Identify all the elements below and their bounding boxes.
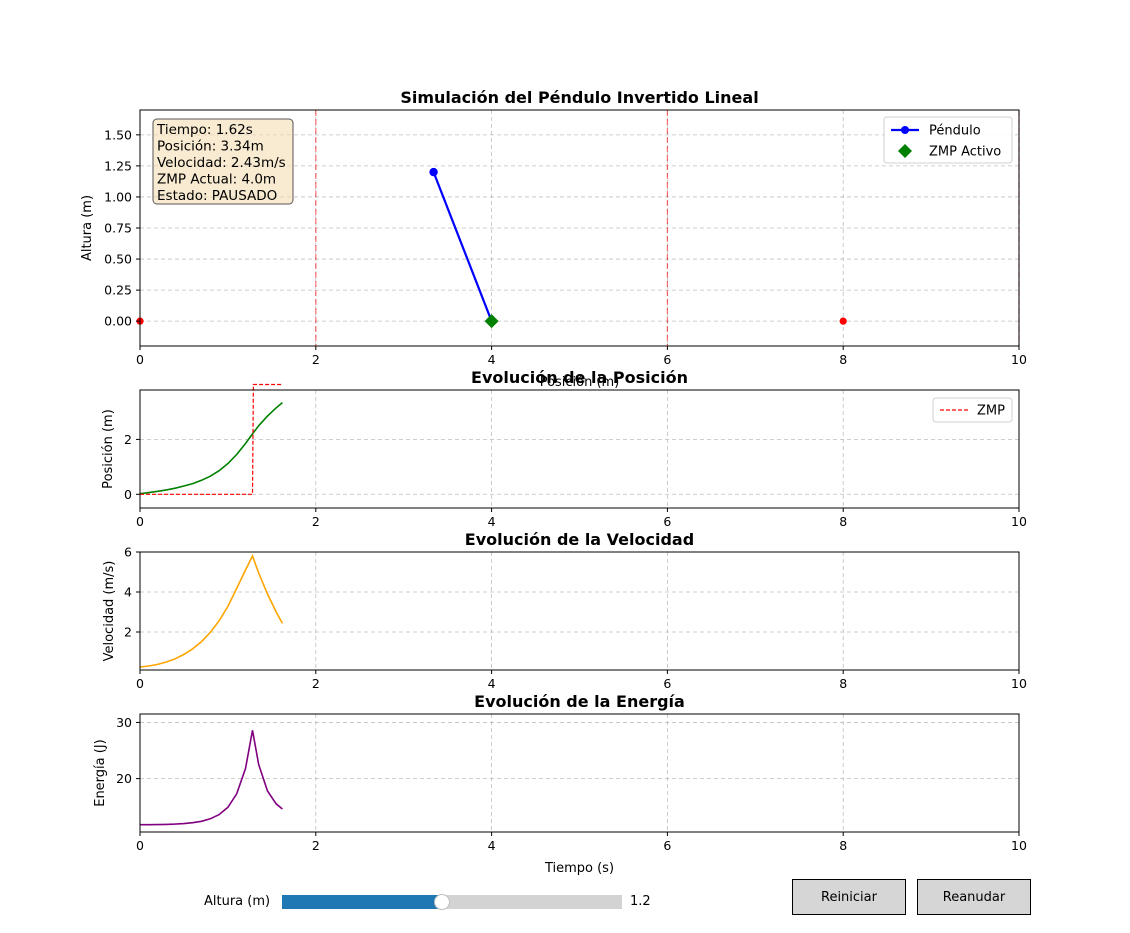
series-line-1 — [139, 401, 283, 495]
legend-label-zmp-activo: ZMP Activo — [929, 145, 1001, 160]
height-slider[interactable] — [282, 894, 622, 910]
x-tick-label: 4 — [488, 352, 496, 367]
chart-1: 0 2 4 6 8 10 0.00 0.25 0.50 0.75 1.00 1.25 1.50 Simul… — [80, 88, 1027, 390]
resume-button[interactable]: Reanudar — [917, 879, 1031, 915]
x-tick-label: 2 — [312, 514, 320, 529]
y-tick-label: 4 — [124, 585, 132, 600]
y-tick-label: 1.00 — [104, 189, 132, 204]
info-line-3: Velocidad: 2.43m/s — [157, 155, 286, 171]
info-box-frame — [152, 118, 294, 205]
x-tick-label: 0 — [136, 352, 144, 367]
plot-frame — [139, 551, 1020, 671]
plot-frame — [139, 713, 1020, 833]
footstep-marker — [839, 317, 847, 325]
reset-button[interactable]: Reiniciar — [792, 879, 906, 915]
x-tick-label: 0 — [136, 676, 144, 691]
series-line-2 — [140, 383, 283, 495]
x-tick-label: 2 — [312, 838, 320, 853]
x-tick-label: 4 — [488, 838, 496, 853]
legend: ZMP — [932, 397, 1013, 423]
chart-4: 0 2 4 6 8 10 20 30 Evolución de la Energía Tiempo… — [93, 692, 1027, 876]
legend: Péndulo ZMP Activo — [883, 116, 1013, 164]
y-tick-label: 20 — [116, 771, 132, 786]
y-axis-label: Energía (J) — [93, 739, 108, 807]
chart-3: 0 2 4 6 8 10 2 4 6 Evolución de la Velocidad Veloc… — [102, 530, 1027, 691]
x-tick-label: 6 — [663, 514, 671, 529]
x-axis-label: Posición (m) — [540, 375, 620, 390]
height-slider-fill — [282, 895, 441, 909]
pendulum-mass-point — [429, 167, 438, 177]
legend-marker-pendulo — [901, 126, 909, 134]
x-tick-label: 8 — [839, 514, 847, 529]
y-tick-label: 1.50 — [104, 127, 132, 142]
y-axis-label: Velocidad (m/s) — [102, 561, 117, 662]
legend-frame — [883, 116, 1013, 164]
info-line-2: Posición: 3.34m — [157, 139, 264, 155]
y-tick-label: 30 — [116, 715, 132, 730]
x-tick-label: 8 — [839, 676, 847, 691]
x-tick-label: 8 — [839, 838, 847, 853]
x-tick-label: 2 — [312, 676, 320, 691]
legend-frame — [932, 397, 1013, 423]
x-tick-label: 10 — [1011, 514, 1027, 529]
height-slider-value: 1.2 — [630, 894, 651, 909]
x-tick-label: 10 — [1011, 838, 1027, 853]
y-tick-label: 2 — [124, 625, 132, 640]
x-tick-label: 6 — [663, 838, 671, 853]
x-tick-label: 0 — [136, 838, 144, 853]
chart-title: Evolución de la Energía — [474, 692, 685, 711]
series-line-1 — [140, 730, 283, 826]
x-tick-label: 0 — [136, 514, 144, 529]
series-line-1 — [432, 171, 493, 322]
plot-frame — [139, 389, 1020, 509]
x-tick-label: 10 — [1011, 676, 1027, 691]
series-line-1 — [139, 553, 284, 668]
height-slider-label: Altura (m) — [204, 894, 271, 909]
x-tick-label: 6 — [663, 352, 671, 367]
legend-label-zmp: ZMP — [977, 404, 1005, 419]
chart-title: Simulación del Péndulo Invertido Lineal — [400, 88, 758, 107]
x-tick-label: 8 — [839, 352, 847, 367]
zmp-marker — [484, 314, 499, 329]
x-tick-label: 6 — [663, 676, 671, 691]
y-tick-label: 2 — [124, 432, 132, 447]
y-tick-label: 6 — [124, 545, 132, 560]
y-axis-label: Altura (m) — [80, 195, 95, 261]
y-tick-label: 0 — [124, 487, 132, 502]
y-tick-label: 0.25 — [104, 283, 132, 298]
y-tick-label: 0.00 — [104, 314, 132, 329]
height-slider-handle[interactable] — [433, 894, 450, 910]
y-tick-label: 1.25 — [104, 158, 132, 173]
info-line-5: Estado: PAUSADO — [157, 188, 277, 204]
y-tick-label: 0.75 — [104, 221, 132, 236]
x-axis-label: Tiempo (s) — [544, 861, 614, 876]
chart-title: Evolución de la Posición — [471, 368, 688, 387]
x-tick-label: 4 — [488, 676, 496, 691]
x-tick-label: 10 — [1011, 352, 1027, 367]
x-tick-label: 2 — [312, 352, 320, 367]
chart-title: Evolución de la Velocidad — [465, 530, 694, 549]
info-line-4: ZMP Actual: 4.0m — [157, 172, 276, 188]
y-tick-label: 0.50 — [104, 252, 132, 267]
legend-marker-zmp-activo — [898, 144, 912, 158]
legend-label-pendulo: Péndulo — [929, 124, 981, 139]
y-axis-label: Posición (m) — [101, 409, 116, 489]
info-line-1: Tiempo: 1.62s — [156, 122, 253, 138]
x-tick-label: 4 — [488, 514, 496, 529]
